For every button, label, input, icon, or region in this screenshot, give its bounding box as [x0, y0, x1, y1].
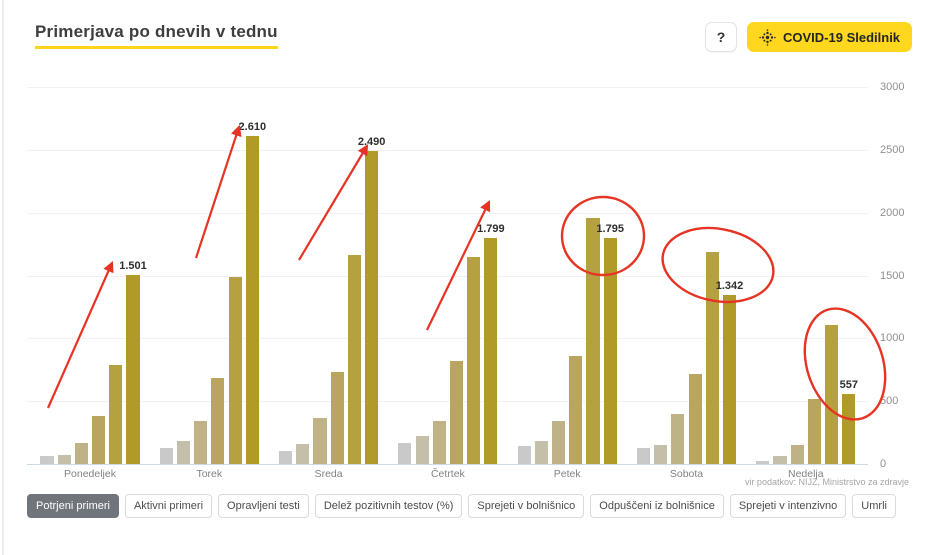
bar-nedelja-4[interactable] [807, 399, 821, 464]
bar-value-label: 1.799 [477, 222, 505, 235]
bar-torek-4[interactable] [211, 377, 225, 464]
x-axis-line [27, 464, 868, 465]
bar-value-label: 2.490 [357, 136, 386, 149]
bar-sreda-2[interactable] [296, 443, 310, 464]
filter-sprejeti-v-intenzivno[interactable]: Sprejeti v intenzivno [729, 494, 847, 518]
covid-sledilnik-badge[interactable]: COVID-19 Sledilnik [747, 22, 913, 52]
bar-nedelja-5[interactable] [825, 325, 839, 464]
bar-ponedeljek-1[interactable] [40, 456, 54, 464]
bar-sreda-4[interactable] [330, 372, 344, 464]
bar-nedelja-3[interactable] [790, 445, 804, 464]
page-title: Primerjava po dnevih v tednu [35, 22, 278, 49]
bar-torek-1[interactable] [159, 448, 173, 464]
bar-torek-6[interactable] [245, 136, 259, 464]
y-axis-tick-label: 0 [880, 458, 887, 470]
bar-sreda-5[interactable] [347, 254, 361, 464]
bar-torek-3[interactable] [194, 421, 208, 464]
x-axis-label: Sobota [669, 468, 704, 480]
bar-četrtek-5[interactable] [467, 256, 481, 464]
bar-četrtek-2[interactable] [415, 436, 429, 464]
bar-petek-1[interactable] [517, 445, 531, 464]
bar-sreda-6[interactable] [365, 151, 379, 464]
help-button[interactable]: ? [705, 22, 737, 52]
x-axis-label: Nedelja [787, 468, 824, 480]
bar-sobota-6[interactable] [722, 295, 737, 464]
gridline [27, 338, 868, 340]
bar-četrtek-4[interactable] [449, 360, 464, 464]
gridline [27, 149, 868, 151]
bar-sobota-3[interactable] [671, 413, 685, 464]
x-axis-label: Ponedeljek [64, 468, 116, 480]
bar-torek-5[interactable] [228, 276, 242, 464]
x-axis-label: Četrtek [430, 468, 465, 480]
bar-četrtek-1[interactable] [398, 443, 412, 464]
gridline [27, 401, 868, 403]
filter-delež-pozitivnih-testov[interactable]: Delež pozitivnih testov (%) [314, 494, 463, 518]
y-axis-tick-label: 500 [880, 395, 899, 408]
filter-aktivni-primeri[interactable]: Aktivni primeri [124, 494, 213, 518]
bar-value-label: 1.342 [715, 280, 744, 293]
bar-petek-2[interactable] [534, 440, 548, 464]
filter-potrjeni-primeri[interactable]: Potrjeni primeri [27, 494, 119, 518]
bar-sobota-2[interactable] [654, 445, 668, 464]
bar-sobota-5[interactable] [705, 251, 719, 464]
x-axis-label: Petek [553, 468, 581, 480]
bar-četrtek-6[interactable] [484, 237, 498, 464]
bar-petek-3[interactable] [552, 421, 566, 464]
gridline [27, 275, 868, 277]
bar-value-label: 2.610 [238, 121, 267, 133]
bar-ponedeljek-4[interactable] [92, 416, 106, 464]
y-axis-tick-label: 2000 [880, 206, 905, 219]
bar-value-label: 557 [839, 379, 858, 391]
data-source-note: vir podatkov: NIJZ, Ministrstvo za zdrav… [744, 477, 909, 487]
page-left-edge [2, 0, 4, 555]
y-axis-tick-label: 1500 [880, 269, 905, 282]
bar-sobota-4[interactable] [688, 374, 702, 464]
bar-petek-5[interactable] [586, 217, 600, 464]
filter-umrli[interactable]: Umrli [852, 494, 896, 518]
bar-value-label: 1.501 [119, 260, 147, 273]
x-axis-label: Sreda [314, 468, 343, 480]
bar-torek-2[interactable] [176, 440, 191, 464]
bar-nedelja-2[interactable] [773, 455, 787, 464]
bar-sreda-1[interactable] [279, 450, 293, 464]
bar-ponedeljek-2[interactable] [57, 454, 71, 464]
metric-filter-bar: Potrjeni primeri Aktivni primeri Opravljen… [27, 494, 896, 518]
y-axis-tick-label: 1000 [880, 332, 905, 345]
bar-petek-4[interactable] [569, 355, 583, 464]
gridline [27, 212, 868, 214]
bar-ponedeljek-3[interactable] [74, 443, 88, 464]
filter-odpuščeni-iz-bolnišnice[interactable]: Odpuščeni iz bolnišnice [590, 494, 724, 518]
x-axis-label: Torek [196, 468, 223, 480]
bar-nedelja-1[interactable] [756, 460, 770, 464]
bar-četrtek-3[interactable] [432, 421, 446, 464]
bar-value-label: 1.795 [596, 223, 624, 236]
virus-logo-icon [759, 28, 776, 46]
bar-sobota-1[interactable] [636, 447, 651, 464]
bar-ponedeljek-6[interactable] [126, 275, 140, 464]
bar-ponedeljek-5[interactable] [109, 364, 123, 464]
y-axis-tick-label: 2500 [880, 143, 905, 156]
gridline [27, 87, 868, 88]
filter-opravljeni-testi[interactable]: Opravljeni testi [218, 494, 309, 518]
filter-sprejeti-v-bolnišnico[interactable]: Sprejeti v bolnišnico [468, 494, 585, 518]
y-axis-tick-label: 3000 [880, 81, 905, 93]
brand-label: COVID-19 Sledilnik [783, 29, 901, 45]
bar-petek-6[interactable] [603, 238, 617, 464]
bar-nedelja-6[interactable] [842, 394, 856, 464]
bar-sreda-3[interactable] [313, 418, 327, 464]
